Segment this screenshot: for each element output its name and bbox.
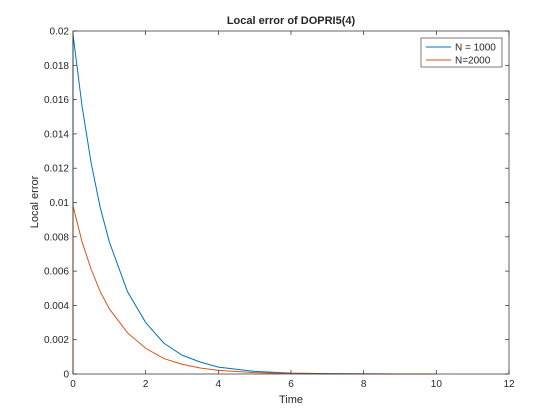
x-tick-label: 6 [288,379,294,390]
y-tick-label: 0.012 [44,164,69,175]
x-tick-label: 4 [216,379,222,390]
y-tick-label: 0.014 [44,129,69,140]
legend-label-n2000: N=2000 [455,56,491,67]
x-tick-label: 10 [431,379,443,390]
x-tick-label: 12 [503,379,515,390]
chart-title: Local error of DOPRI5(4) [227,15,356,27]
y-tick-label: 0.008 [44,232,69,243]
plot-area [73,31,509,374]
y-tick-label: 0.002 [44,335,69,346]
legend-box [420,37,503,68]
y-tick-label: 0.018 [44,61,69,72]
x-tick-label: 2 [143,379,149,390]
x-tick-label: 0 [70,379,76,390]
x-axis-label: Time [279,394,303,406]
y-tick-label: 0.016 [44,95,69,106]
y-tick-label: 0.006 [44,267,69,278]
y-tick-label: 0.01 [50,198,70,209]
axes-layer: 0 2 4 6 8 10 12 0 0.002 0.004 0.006 0.008 0.01 0.012 0… [44,27,515,391]
legend-label-n1000: N = 1000 [455,43,496,54]
y-tick-label: 0 [63,370,69,381]
y-tick-label: 0.02 [50,27,70,38]
x-tick-label: 8 [361,379,367,390]
legend: N = 1000 N=2000 [420,37,503,68]
y-axis-label: Local error [29,175,41,228]
y-tick-label: 0.004 [44,301,69,312]
